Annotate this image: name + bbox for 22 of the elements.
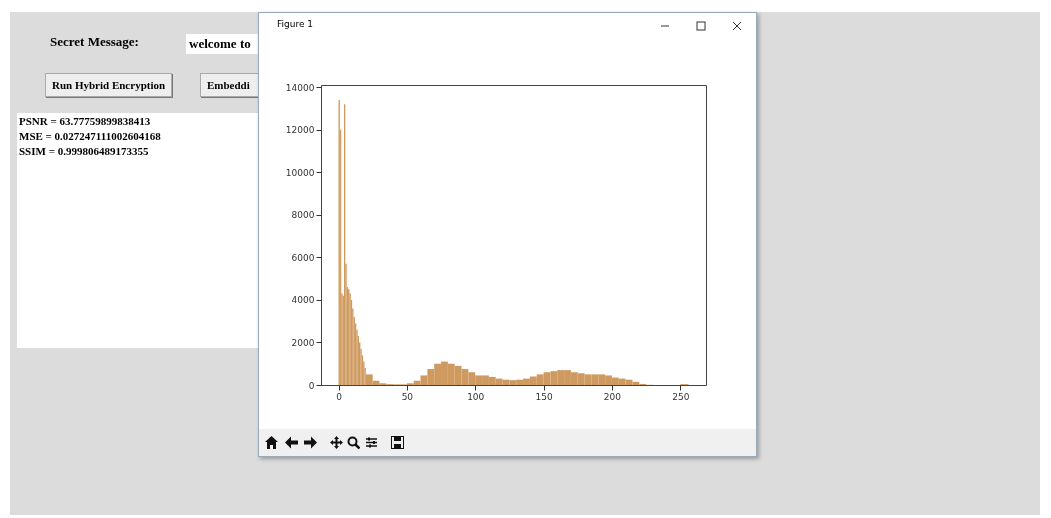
x-tick-label: 0 [336, 391, 343, 402]
y-tick-label: 0 [308, 380, 315, 391]
text: SSIM = 0.999806489173355 [19, 145, 149, 157]
y-tick-label: 12000 [285, 125, 315, 136]
x-tick-label: 250 [672, 391, 690, 402]
y-tick-label: 6000 [291, 252, 315, 263]
x-tick-label: 150 [535, 391, 553, 402]
y-tick-label: 4000 [291, 295, 315, 306]
text: PSNR = 63.77759899838413 [19, 115, 151, 127]
text: MSE = 0.027247111002604168 [19, 130, 161, 142]
y-tick-label: 14000 [285, 82, 315, 93]
y-tick-label: 2000 [291, 337, 315, 348]
text: welcome to [186, 34, 264, 54]
y-tick-label: 8000 [291, 210, 315, 221]
y-tick-label: 10000 [285, 167, 315, 178]
text: Run Hybrid Encryption [45, 73, 173, 97]
text: Secret Message: [50, 34, 139, 50]
x-tick-label: 50 [401, 391, 414, 402]
chart-title: Figure 1 [277, 19, 314, 29]
x-tick-label: 100 [467, 391, 485, 402]
x-tick-label: 200 [603, 391, 622, 402]
text: Embeddi [200, 73, 259, 97]
